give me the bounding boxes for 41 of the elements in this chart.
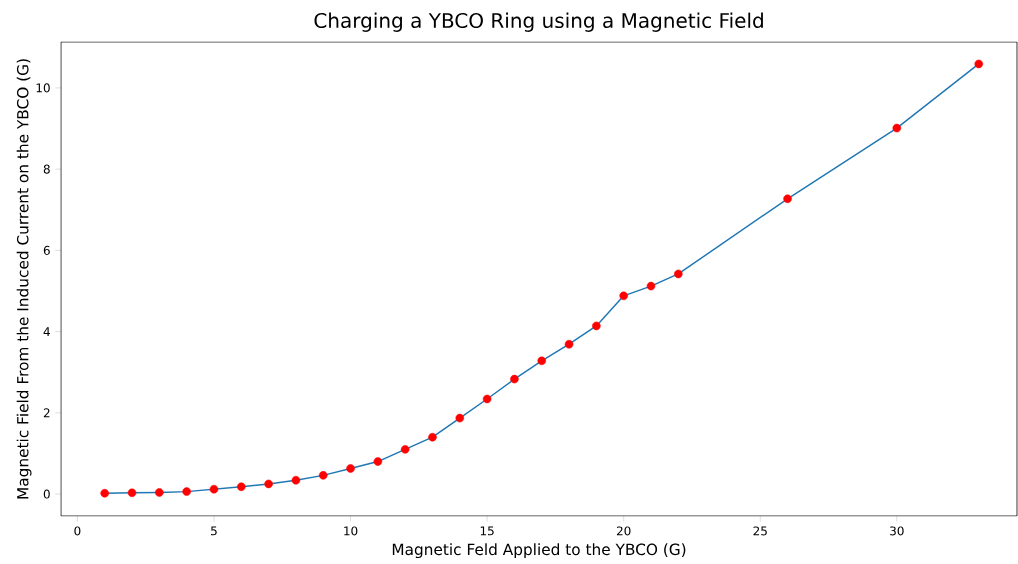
chart-title: Charging a YBCO Ring using a Magnetic Field [314, 12, 763, 32]
point [592, 321, 601, 331]
x-tick-label: 15 [480, 526, 494, 536]
point [892, 123, 902, 133]
y-tick-label: 6 [43, 245, 50, 255]
x-tick-label: 20 [616, 526, 631, 536]
point [237, 482, 246, 492]
y-tick-label: 4 [43, 327, 50, 336]
point [346, 464, 355, 473]
point [264, 479, 273, 489]
point [482, 394, 492, 404]
point [428, 432, 437, 442]
point [674, 269, 683, 279]
x-tick-label: 0 [74, 526, 81, 536]
point [564, 339, 574, 349]
x-tick-label: 30 [890, 526, 904, 536]
point [155, 488, 164, 497]
y-tick-label: 0 [43, 489, 50, 499]
point [400, 445, 410, 454]
point [373, 457, 383, 466]
x-tick-label: 25 [753, 526, 767, 536]
x-tick-label: 10 [344, 526, 358, 536]
y-tick-label: 2 [43, 408, 50, 418]
point [100, 488, 109, 498]
y-axis-title: Magnetic Field From the Induced Current on the YBCO (G) [16, 59, 32, 499]
point [127, 488, 137, 498]
point [974, 59, 984, 69]
point [209, 484, 219, 494]
point [455, 413, 465, 423]
point [182, 487, 191, 496]
point [646, 281, 656, 291]
point [510, 374, 519, 384]
point [537, 356, 546, 366]
y-tick-label: 8 [43, 164, 50, 174]
point [619, 291, 628, 301]
point [318, 471, 328, 480]
point [783, 194, 792, 204]
point [291, 475, 301, 485]
y-tick-label: 10 [36, 83, 50, 93]
x-axis-title: Magnetic Feld Applied to the YBCO (G) [392, 543, 686, 559]
x-tick-label: 5 [211, 526, 217, 536]
